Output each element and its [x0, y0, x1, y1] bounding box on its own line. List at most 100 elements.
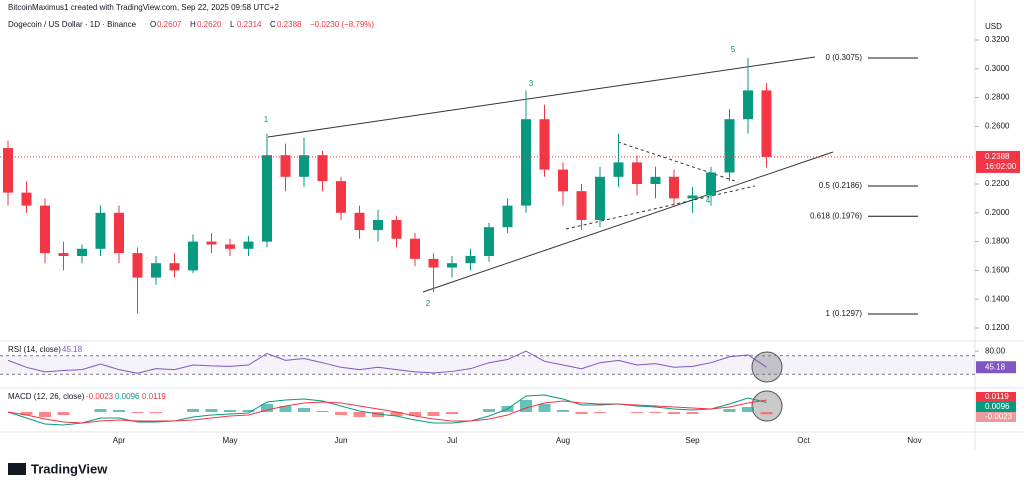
last-price-label: 0.2388 — [985, 152, 1010, 161]
ohlc-value: 0.2607 — [157, 20, 182, 29]
candle-body — [114, 212, 124, 254]
macd-hist — [39, 412, 51, 417]
rsi-badge-label: 45.18 — [985, 362, 1006, 371]
macd-hist — [224, 410, 236, 412]
trend-line — [565, 185, 756, 230]
wave-label: 1 — [264, 115, 269, 124]
macd-hist — [20, 412, 33, 415]
fib-label: 0.618 (0.1976) — [810, 211, 862, 220]
y-tick-label: 0.2800 — [985, 93, 1010, 102]
author-line: BitcoinMaximus1 created with TradingView… — [8, 3, 279, 12]
macd-hist — [594, 412, 606, 413]
currency: USD — [985, 22, 1002, 31]
macd-hist — [261, 404, 273, 412]
rsi-last: 45.18 — [62, 345, 83, 354]
candle-body — [743, 90, 753, 120]
candle-body — [299, 155, 309, 177]
ohlc-key: L — [230, 20, 235, 29]
candle-body — [595, 176, 605, 220]
rsi-line — [7, 350, 767, 374]
macd-badge-label: 0.0119 — [985, 392, 1009, 401]
candle-body — [576, 191, 587, 220]
rsi-tick-label: 80.00 — [985, 346, 1006, 355]
candle-body — [354, 212, 365, 231]
macd-hist — [760, 412, 773, 415]
macd-hist — [742, 407, 754, 412]
macd-hist — [538, 404, 551, 412]
ohlc-value: 0.2314 — [237, 20, 262, 29]
macd-hist — [631, 412, 643, 413]
x-tick-label: Jul — [447, 436, 457, 445]
rsi-band — [0, 355, 975, 375]
last-price-badge — [976, 150, 1020, 173]
macd-title: MACD (12, 26, close) — [8, 392, 85, 401]
candle-body — [465, 256, 476, 264]
wave-label: 5 — [731, 45, 736, 54]
y-tick-label: 0.2600 — [985, 122, 1010, 131]
ohlc-key: O — [150, 20, 156, 29]
macd-hist — [279, 406, 292, 412]
macd-badge — [976, 392, 1016, 402]
candle-body — [687, 195, 698, 199]
candle-body — [428, 258, 439, 268]
candle-body — [650, 176, 661, 184]
wave-label: 2 — [426, 299, 431, 308]
candle-body — [280, 155, 291, 177]
candle-body — [243, 241, 254, 249]
macd-hist — [316, 411, 329, 412]
wave-label: 3 — [529, 79, 534, 88]
macd-hist — [483, 409, 495, 412]
y-tick-label: 0.1600 — [985, 266, 1010, 275]
candle-body — [613, 162, 624, 177]
macd-badge — [976, 402, 1016, 412]
macd-hist — [150, 412, 162, 413]
candle-body — [706, 172, 716, 196]
candle-body — [669, 176, 679, 199]
macd-hist — [298, 408, 310, 412]
candle-body — [95, 212, 106, 249]
symbol: Dogecoin / US Dollar · 1D · Binance — [8, 20, 137, 29]
macd-line-last: 0.0096 — [115, 392, 140, 401]
x-tick-label: Nov — [907, 436, 921, 445]
macd-hist — [557, 410, 569, 412]
macd-hist — [520, 400, 532, 412]
macd-hist-last: -0.0023 — [86, 392, 114, 401]
macd-hist — [668, 412, 680, 414]
rsi-badge — [976, 361, 1016, 374]
candle-body — [40, 205, 50, 254]
macd-hist — [242, 410, 255, 412]
candle-body — [262, 155, 272, 242]
candle-body — [724, 119, 735, 173]
y-tick-label: 0.1400 — [985, 294, 1010, 303]
macd-hist — [427, 412, 440, 416]
macd-hist — [390, 412, 403, 416]
highlight-circle — [751, 390, 783, 422]
ohlc-value: 0.2388 — [277, 20, 302, 29]
candle-body — [21, 192, 32, 206]
candle-body — [373, 220, 383, 231]
candle-body — [317, 155, 328, 182]
candle-body — [58, 253, 69, 256]
ohlc-key: H — [190, 20, 196, 29]
ohlc-key: C — [270, 20, 276, 29]
y-tick-label: 0.2000 — [985, 208, 1010, 217]
macd-hist — [575, 412, 588, 414]
candle-body — [391, 220, 402, 239]
candle-body — [206, 241, 217, 245]
x-tick-label: May — [222, 436, 237, 445]
candle-body — [336, 181, 346, 213]
candle-body — [632, 162, 642, 184]
macd-hist — [57, 412, 70, 415]
y-tick-label: 0.1200 — [985, 323, 1010, 332]
y-tick-label: 0.1800 — [985, 237, 1010, 246]
candle-body — [3, 148, 13, 193]
macd-hist — [335, 412, 347, 415]
y-tick-label: 0.3200 — [985, 35, 1010, 44]
macd-hist — [205, 409, 218, 412]
candle-body — [77, 248, 87, 256]
candle-body — [761, 90, 772, 157]
candle-body — [169, 263, 180, 271]
macd-badge-label: -0.0023 — [985, 412, 1013, 421]
x-tick-label: Aug — [556, 436, 570, 445]
